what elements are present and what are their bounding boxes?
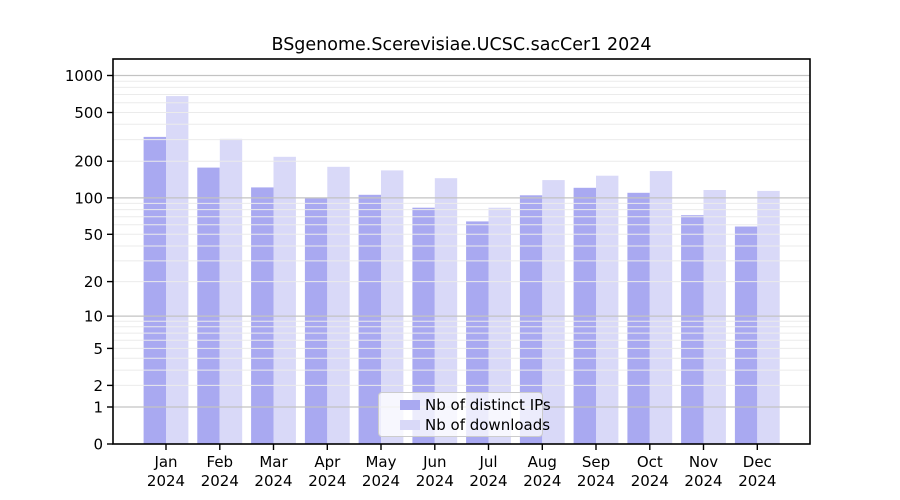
bar-downloads-mar [273,156,296,445]
bar-distinct-ips-aug [519,195,543,444]
bar-downloads-feb [219,138,243,445]
x-tick-label-year-nov: 2024 [684,472,722,490]
y-tick-label-1000: 1000 [65,67,103,85]
y-tick-label-20: 20 [84,273,103,291]
x-tick-label-month-nov: Nov [689,453,718,471]
bar-distinct-ips-nov [681,215,704,444]
legend-label-downloads: Nb of downloads [425,415,551,434]
x-tick-label-year-oct: 2024 [631,472,669,490]
x-tick-label-month-oct: Oct [637,453,663,471]
bar-distinct-ips-dec [734,226,758,444]
y-tick-label-1: 1 [93,399,103,417]
plot-frame [112,58,811,445]
x-tick-label-month-mar: Mar [259,453,288,471]
bar-distinct-ips-oct [627,192,650,444]
y-tick-label-10: 10 [84,308,103,326]
x-tick-label-month-may: May [365,453,396,471]
y-tick-label-200: 200 [74,153,103,171]
x-tick-label-month-dec: Dec [743,453,772,471]
chart-title: BSgenome.Scerevisiae.UCSC.sacCer1 2024 [271,35,652,55]
x-tick-label-month-sep: Sep [582,453,610,471]
legend-label-distinct-ips: Nb of distinct IPs [425,395,551,414]
y-tick-label-100: 100 [74,189,103,207]
x-tick-label-month-jan: Jan [153,453,177,471]
bar-downloads-nov [703,190,726,444]
x-tick-label-year-apr: 2024 [308,472,346,490]
bar-downloads-jan [166,96,189,444]
bar-downloads-apr [327,166,350,445]
chart-legend: Nb of distinct IPs Nb of downloads [378,392,551,437]
legend-entry-downloads: Nb of downloads [400,415,550,434]
x-tick-label-year-sep: 2024 [577,472,615,490]
x-tick-label-month-aug: Aug [528,453,557,471]
x-tick-label-year-dec: 2024 [738,472,776,490]
legend-swatch-downloads [400,419,420,430]
bar-distinct-ips-jan [143,136,166,444]
y-tick-label-2: 2 [93,377,103,395]
legend-swatch-distinct-ips [400,399,420,410]
bar-downloads-oct [649,171,673,444]
bar-distinct-ips-feb [197,167,220,444]
x-tick-label-year-jun: 2024 [416,472,454,490]
x-tick-label-year-mar: 2024 [254,472,292,490]
x-tick-label-year-jan: 2024 [147,472,185,490]
x-tick-label-year-jul: 2024 [469,472,507,490]
y-tick-label-0: 0 [93,436,103,454]
x-tick-label-year-aug: 2024 [523,472,561,490]
bar-downloads-dec [757,190,780,444]
bar-downloads-jun [434,178,458,444]
x-tick-label-month-apr: Apr [314,453,341,471]
x-tick-label-year-may: 2024 [362,472,400,490]
legend-entry-distinct-ips: Nb of distinct IPs [400,395,551,414]
y-tick-label-50: 50 [84,226,103,244]
x-tick-label-month-jun: Jun [422,453,446,471]
bar-downloads-sep [596,175,619,444]
x-tick-label-month-jul: Jul [478,453,497,471]
bar-downloads-may [381,170,404,444]
x-tick-label-month-feb: Feb [207,453,234,471]
bar-distinct-ips-may [358,194,381,444]
y-tick-label-500: 500 [74,104,103,122]
x-tick-label-year-feb: 2024 [201,472,239,490]
y-tick-label-5: 5 [93,340,103,358]
